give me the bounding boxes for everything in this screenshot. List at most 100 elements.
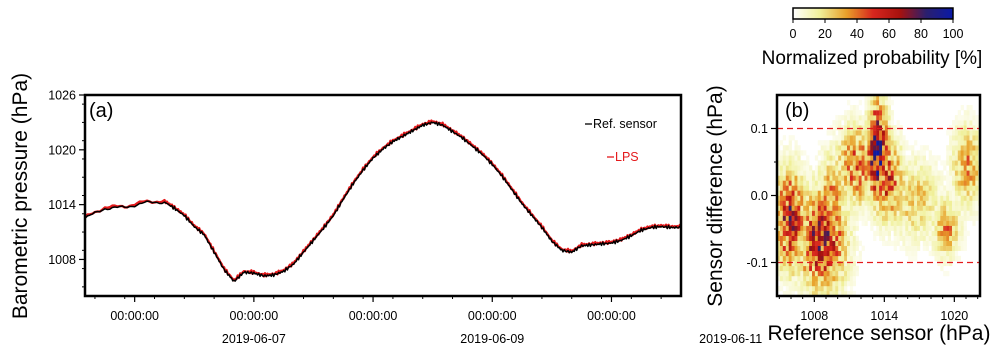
heatmap-cell — [870, 195, 874, 201]
heatmap-cell — [908, 195, 912, 201]
heatmap-cell — [905, 215, 909, 221]
heatmap-cell — [864, 95, 868, 101]
colorbar-tick-label: 100 — [943, 27, 964, 41]
heatmap-cell — [812, 250, 816, 257]
heatmap-cell — [820, 270, 824, 277]
panel-a-frame — [83, 93, 683, 298]
heatmap-cell — [823, 260, 827, 267]
heatmap-cell — [919, 160, 924, 166]
heatmap-cell — [870, 200, 874, 206]
heatmap-cell — [791, 280, 795, 287]
heatmap-cell — [777, 165, 781, 171]
heatmap-cell — [896, 215, 900, 221]
heatmap-cell — [794, 255, 798, 262]
heatmap-cell — [963, 135, 967, 141]
heatmap-cell — [814, 205, 819, 211]
heatmap-cell — [835, 291, 839, 296]
heatmap-cell — [823, 205, 827, 211]
heatmap-cell — [873, 155, 877, 161]
heatmap-cell — [928, 190, 932, 196]
heatmap-cell — [893, 145, 897, 151]
heatmap-cell — [794, 165, 798, 171]
heatmap-cell — [899, 215, 903, 221]
panel-a-legend: Ref. sensor LPS — [585, 117, 657, 164]
heatmap-cell — [800, 270, 804, 277]
heatmap-cell — [809, 275, 813, 282]
heatmap-cell — [847, 240, 851, 246]
heatmap-cell — [820, 210, 824, 216]
heatmap-cell — [899, 210, 903, 216]
heatmap-cell — [966, 195, 970, 201]
heatmap-cell — [887, 145, 891, 151]
heatmap-cell — [814, 220, 819, 226]
heatmap-cell — [864, 205, 868, 211]
heatmap-cell — [820, 140, 824, 146]
heatmap-cell — [782, 210, 786, 216]
heatmap-cell — [809, 260, 813, 267]
heatmap-cell — [876, 195, 880, 201]
heatmap-cell — [835, 270, 839, 277]
heatmap-cell — [975, 180, 979, 186]
heatmap-cell — [899, 245, 903, 251]
heatmap-cell — [963, 140, 967, 146]
heatmap-cell — [893, 205, 897, 211]
heatmap-cell — [782, 185, 786, 191]
heatmap-cell — [800, 205, 804, 211]
heatmap-cell — [841, 200, 845, 206]
heatmap-cell — [800, 225, 804, 231]
heatmap-cell — [887, 135, 891, 141]
heatmap-cell — [873, 130, 877, 136]
heatmap-cell — [934, 195, 938, 201]
heatmap-cell — [937, 215, 941, 221]
heatmap-cell — [841, 275, 845, 282]
heatmap-cell — [919, 165, 924, 171]
heatmap-cell — [876, 180, 880, 186]
heatmap-cell — [908, 145, 912, 151]
heatmap-cell — [817, 180, 821, 186]
heatmap-cell — [867, 100, 871, 106]
heatmap-cell — [797, 175, 801, 181]
heatmap-cell — [914, 205, 918, 211]
heatmap-cell — [832, 260, 836, 267]
heatmap-cell — [838, 195, 842, 201]
heatmap-cell — [794, 240, 798, 246]
heatmap-cell — [879, 95, 883, 101]
heatmap-cell — [838, 291, 842, 296]
heatmap-cell — [779, 190, 784, 196]
heatmap-cell — [952, 205, 956, 211]
heatmap-cell — [943, 205, 947, 211]
heatmap-cell — [852, 105, 856, 111]
heatmap-cell — [876, 130, 880, 136]
heatmap-cell — [879, 135, 883, 141]
heatmap-cell — [960, 145, 964, 151]
heatmap-cell — [803, 220, 807, 226]
heatmap-cell — [785, 245, 789, 251]
heatmap-cell — [814, 265, 819, 272]
heatmap-cell — [882, 215, 886, 221]
heatmap-cell — [943, 215, 947, 221]
heatmap-cell — [949, 150, 953, 156]
heatmap-cell — [870, 180, 874, 186]
heatmap-cell — [823, 220, 827, 226]
heatmap-cell — [858, 255, 862, 262]
heatmap-cell — [782, 180, 786, 186]
heatmap-cell — [785, 175, 789, 181]
heatmap-cell — [896, 195, 900, 201]
heatmap-cell — [873, 95, 877, 101]
heatmap-cell — [879, 130, 883, 136]
heatmap-cell — [922, 145, 926, 151]
heatmap-cell — [966, 125, 970, 131]
heatmap-cell — [777, 250, 781, 257]
heatmap-cell — [975, 175, 979, 181]
heatmap-cell — [960, 180, 964, 186]
heatmap-cell — [849, 235, 854, 241]
series-line-lps — [85, 119, 681, 282]
heatmap-cell — [911, 250, 915, 257]
heatmap-cell — [870, 135, 874, 141]
heatmap-cell — [844, 280, 848, 287]
heatmap-cell — [858, 130, 862, 136]
heatmap-cell — [963, 235, 967, 241]
heatmap-cell — [934, 240, 938, 246]
heatmap-cell — [882, 235, 886, 241]
heatmap-cell — [911, 170, 915, 176]
